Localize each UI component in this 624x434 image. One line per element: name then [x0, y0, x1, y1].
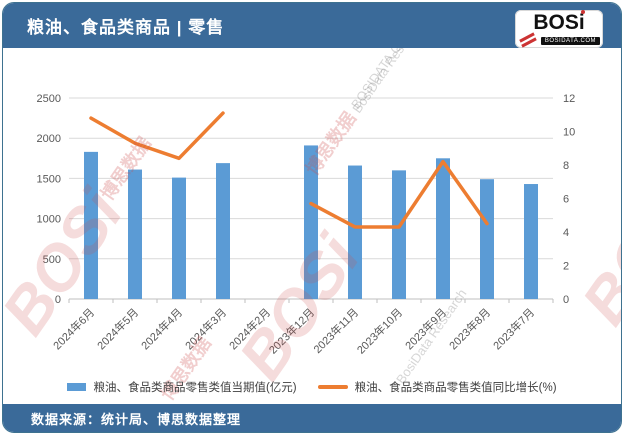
x-axis-category-label: 2024年3月: [182, 305, 229, 352]
left-axis-tick-label: 2000: [37, 133, 61, 145]
right-axis-tick-label: 4: [563, 227, 569, 239]
line-legend-swatch: [317, 385, 348, 389]
bar: [304, 145, 318, 299]
x-axis-category-label: 2023年10月: [354, 305, 405, 356]
left-axis-tick-label: 1000: [37, 214, 61, 226]
x-axis-category-label: 2023年7月: [490, 305, 537, 352]
x-axis-category-label: 2023年11月: [310, 305, 361, 356]
x-axis-category-label: 2024年4月: [138, 305, 185, 352]
line-legend-label: 粮油、食品类商品零售类值同比增长(%): [354, 382, 557, 394]
left-axis-tick-label: 2500: [37, 93, 61, 105]
logo-domain-text: BOSIDATA.COM: [540, 37, 600, 45]
left-axis-tick-label: 500: [43, 254, 61, 266]
left-axis-tick-label: 0: [55, 294, 61, 306]
growth-line: [309, 159, 489, 229]
x-axis-category-label: 2024年5月: [94, 305, 141, 352]
right-axis-tick-label: 8: [563, 160, 569, 172]
bar: [348, 165, 362, 299]
right-axis-tick-label: 10: [563, 127, 575, 139]
title-bar: 粮油、食品类商品 | 零售 BOSi BOSIDATA.COM: [3, 3, 621, 48]
combo-chart: 050010001500200025000246810122024年6月2024…: [37, 93, 576, 357]
bar: [172, 177, 186, 299]
bar: [128, 169, 142, 299]
left-axis-tick-label: 1500: [37, 173, 61, 185]
bosi-logo: BOSi BOSIDATA.COM: [515, 10, 603, 48]
bosi-logo-wordmark: BOSi: [515, 11, 603, 34]
chart-panel: BOSi 博思数据 BOSi 博思数据 BosiData Research BO…: [3, 48, 621, 404]
right-axis-tick-label: 0: [563, 294, 569, 306]
x-axis-category-label: 2024年6月: [50, 305, 97, 352]
bar: [480, 179, 494, 299]
logo-brand-text: BOS: [533, 11, 579, 34]
bar: [524, 184, 538, 299]
right-axis-tick-label: 2: [563, 261, 569, 273]
bar-legend-label: 粮油、食品类商品零售类值当期值(亿元): [93, 382, 297, 394]
source-text: 数据来源：统计局、博思数据整理: [31, 411, 242, 427]
source-bar: 数据来源：统计局、博思数据整理: [3, 404, 621, 432]
x-axis-category-label: 2024年2月: [226, 305, 273, 352]
bar: [216, 163, 230, 299]
logo-brand-i: i: [578, 11, 585, 34]
growth-line: [89, 111, 225, 161]
bar: [392, 170, 406, 299]
bar: [84, 151, 98, 299]
bar: [436, 158, 450, 299]
right-axis-tick-label: 6: [563, 194, 569, 206]
right-axis-tick-label: 12: [563, 93, 575, 105]
bar-legend-swatch: [67, 383, 87, 391]
page-title: 粮油、食品类商品 | 零售: [27, 18, 225, 37]
x-axis-category-label: 2023年9月: [402, 305, 449, 352]
x-axis-category-label: 2023年8月: [446, 305, 493, 352]
x-axis-category-label: 2023年12月: [266, 305, 317, 356]
chart-legend: 粮油、食品类商品零售类值当期值(亿元) 粮油、食品类商品零售类值同比增长(%): [3, 379, 621, 395]
logo-stripes-icon: [519, 32, 541, 48]
